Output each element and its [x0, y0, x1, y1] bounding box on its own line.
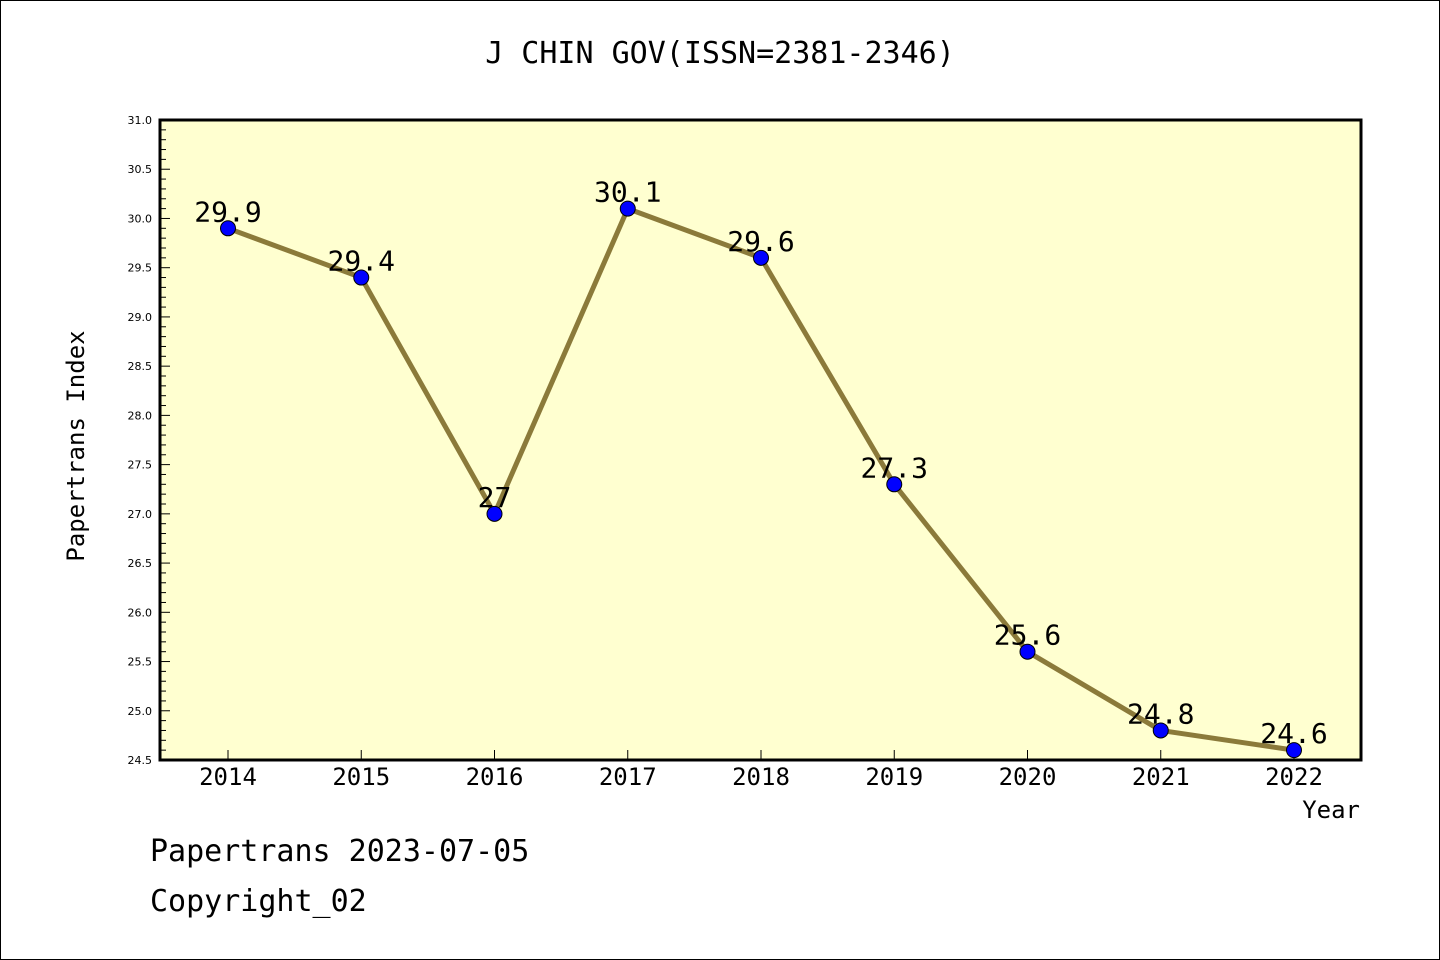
y-tick-label: 29.0	[128, 311, 153, 324]
y-tick-label: 27.0	[128, 508, 153, 521]
data-label: 24.6	[1260, 717, 1327, 750]
y-tick-label: 26.5	[128, 557, 153, 570]
data-point-marker	[619, 200, 636, 217]
chart-title: J CHIN GOV(ISSN=2381-2346)	[485, 36, 955, 71]
x-axis-ticks: 2014 2015 2016 2017 2018 2019 2020 2021 2022	[199, 750, 1323, 791]
data-point-marker	[886, 476, 903, 493]
data-markers	[220, 200, 1302, 759]
data-label: 25.6	[994, 619, 1061, 652]
data-label: 30.1	[594, 176, 661, 209]
y-tick-label: 28.5	[128, 360, 153, 373]
data-point-marker	[753, 249, 769, 266]
data-label: 29.9	[194, 195, 261, 228]
y-tick-label: 30.0	[128, 212, 153, 225]
x-tick-label: 2020	[999, 763, 1057, 791]
y-minor-ticks	[160, 119, 170, 761]
data-label: 27.3	[861, 451, 928, 484]
data-label: 27	[478, 481, 512, 514]
y-tick-label: 26.0	[128, 606, 153, 619]
footer-copyright: Copyright_02	[150, 884, 367, 919]
data-label: 29.4	[328, 245, 395, 278]
x-tick-label: 2022	[1265, 763, 1323, 791]
x-tick-label: 2017	[599, 763, 657, 791]
data-point-marker	[353, 269, 370, 286]
data-point-marker	[220, 220, 236, 237]
x-tick-label: 2016	[466, 763, 524, 791]
data-point-marker	[1152, 722, 1169, 739]
x-tick-label: 2019	[865, 763, 923, 791]
data-point-marker	[1019, 643, 1036, 660]
data-labels: 29.9 29.4 27 30.1 29.6 27.3 25.6 24.8 24.6	[194, 176, 1327, 751]
data-point-marker	[1286, 742, 1302, 759]
data-label: 24.8	[1127, 697, 1194, 730]
x-tick-label: 2021	[1132, 763, 1190, 791]
x-tick-label: 2014	[199, 763, 257, 791]
y-tick-label: 30.5	[128, 163, 153, 176]
y-tick-label: 31.0	[128, 114, 153, 127]
data-point-marker	[486, 505, 503, 522]
y-tick-label: 25.0	[128, 705, 153, 718]
x-tick-label: 2018	[732, 763, 790, 791]
plot-background	[160, 120, 1361, 760]
y-tick-label: 27.5	[128, 459, 153, 472]
y-axis-label: Papertrans Index	[62, 330, 90, 562]
y-axis-ticks: 24.5 25.0 25.5 26.0 26.5 27.0 27.5 28.0 28.5 29.0…	[128, 114, 153, 767]
x-tick-label: 2015	[332, 763, 390, 791]
data-label: 29.6	[727, 225, 794, 258]
footer-date: Papertrans 2023-07-05	[150, 834, 530, 869]
y-tick-label: 28.0	[128, 409, 153, 422]
x-axis-label: Year	[1302, 796, 1360, 824]
y-tick-label: 25.5	[128, 656, 153, 669]
plot-border	[158, 118, 1363, 762]
y-tick-label: 24.5	[128, 754, 153, 767]
y-tick-label: 29.5	[128, 262, 153, 275]
